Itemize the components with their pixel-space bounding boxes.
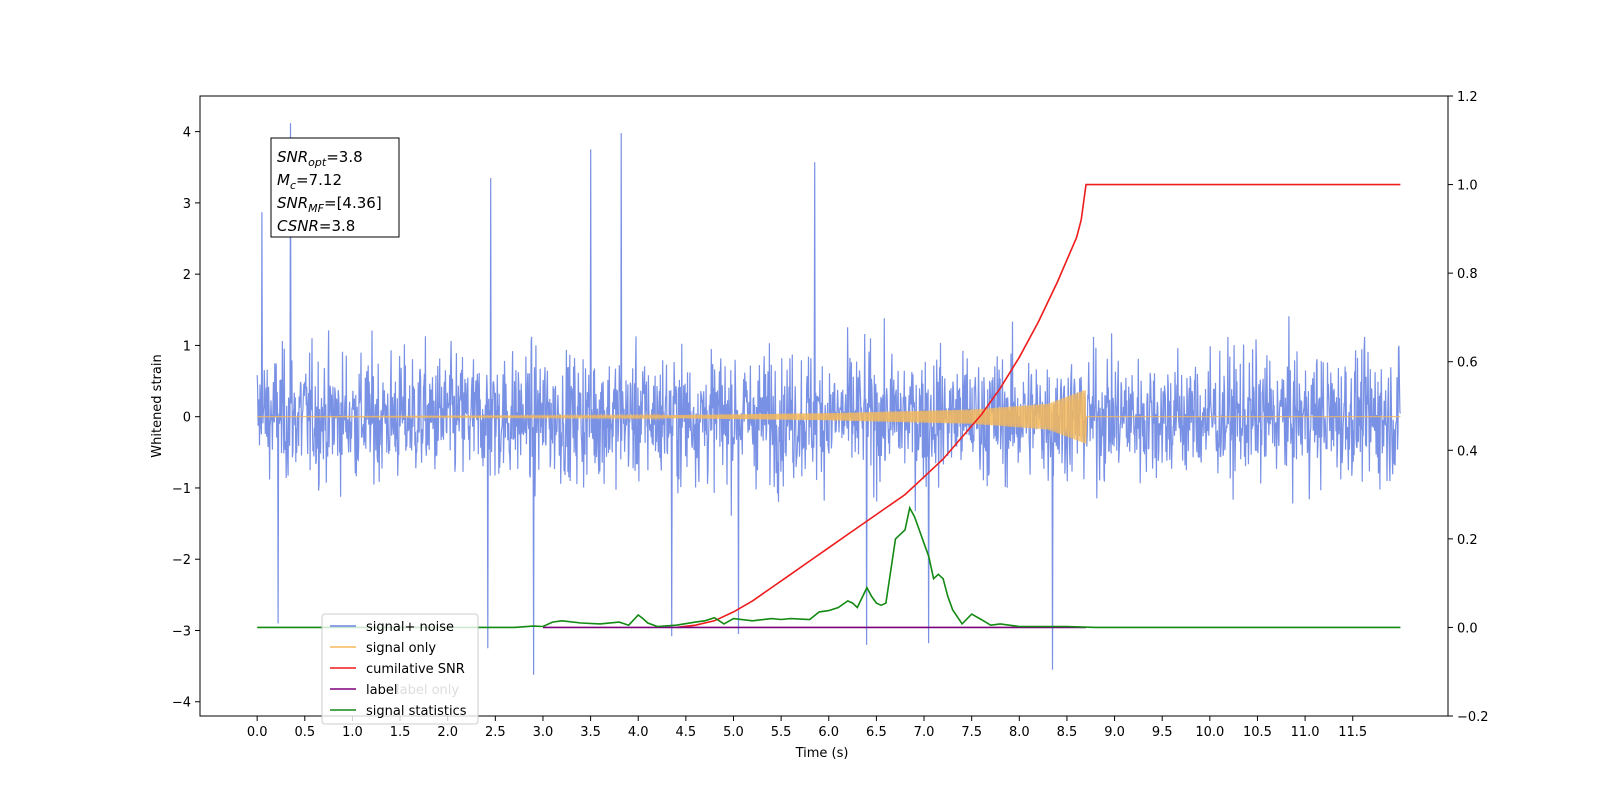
y-left-tick-label: 2 bbox=[183, 268, 191, 283]
x-tick-label: 6.0 bbox=[818, 725, 839, 740]
x-tick-label: 10.0 bbox=[1195, 725, 1224, 740]
legend-item: cumilative SNR bbox=[330, 662, 465, 677]
y-right-tick-label: 0.0 bbox=[1457, 621, 1478, 636]
x-tick-label: 0.5 bbox=[294, 725, 315, 740]
x-tick-label: 9.5 bbox=[1152, 725, 1173, 740]
y-left-tick-label: −3 bbox=[172, 624, 191, 639]
legend: signal+ noise signal only cumilative SNR la… bbox=[321, 613, 479, 725]
x-tick-label: 9.0 bbox=[1104, 725, 1125, 740]
x-tick-label: 7.0 bbox=[914, 725, 935, 740]
x-tick-label: 1.0 bbox=[342, 725, 363, 740]
x-tick-label: 1.5 bbox=[390, 725, 411, 740]
info-line: CSNR=3.8 bbox=[277, 217, 355, 235]
x-axis-label: Time (s) bbox=[795, 746, 849, 761]
y-right-tick-label: 0.6 bbox=[1457, 356, 1478, 371]
y-right-tick-label: 1.2 bbox=[1457, 90, 1478, 105]
x-tick-label: 2.0 bbox=[437, 725, 458, 740]
y-left-tick-label: 0 bbox=[183, 411, 191, 426]
y-left-tick-label: −1 bbox=[172, 482, 191, 497]
series-signal-statistics bbox=[257, 505, 1401, 629]
x-tick-label: 7.5 bbox=[961, 725, 982, 740]
info-line: Mc=7.12 bbox=[277, 171, 342, 192]
x-axis: 0.0 0.5 1.0 1.5 2.0 2.5 3.0 3.5 4.0 4.5 5.0 5.5 6.0 6… bbox=[247, 716, 1367, 740]
legend-item: signal statistics bbox=[330, 704, 467, 719]
y-right-tick-label: 0.2 bbox=[1457, 533, 1478, 548]
x-tick-label: 0.0 bbox=[247, 725, 268, 740]
x-tick-label: 2.5 bbox=[485, 725, 506, 740]
x-tick-label: 4.0 bbox=[628, 725, 649, 740]
plot-frame bbox=[199, 95, 1449, 717]
y-axis-left-label: Whitened strain bbox=[150, 354, 165, 457]
legend-label: cumilative SNR bbox=[366, 662, 465, 677]
x-tick-label: 3.0 bbox=[533, 725, 554, 740]
info-line: SNRopt=3.8 bbox=[277, 148, 363, 169]
x-tick-label: 4.5 bbox=[676, 725, 697, 740]
y-right-tick-label: 0.8 bbox=[1457, 267, 1478, 282]
legend-label: label bbox=[366, 683, 397, 698]
y-left-tick-label: −2 bbox=[172, 553, 191, 568]
y-right-tick-label: −0.2 bbox=[1457, 710, 1489, 725]
y-right-tick-label: 1.0 bbox=[1457, 179, 1478, 194]
legend-label: signal statistics bbox=[366, 704, 467, 719]
y-left-tick-label: 4 bbox=[183, 126, 191, 141]
legend-label: signal only bbox=[366, 641, 436, 656]
x-tick-label: 6.5 bbox=[866, 725, 887, 740]
x-tick-label: 8.5 bbox=[1057, 725, 1078, 740]
x-tick-label: 3.5 bbox=[580, 725, 601, 740]
x-tick-label: 11.5 bbox=[1338, 725, 1367, 740]
legend-label: signal+ noise bbox=[366, 620, 454, 635]
y-axis-right: −0.2 0.0 0.2 0.4 0.6 0.8 1.0 1.2 bbox=[1448, 90, 1489, 725]
x-tick-label: 8.0 bbox=[1009, 725, 1030, 740]
plot-area bbox=[256, 123, 1401, 675]
series-signal-only bbox=[257, 389, 1401, 444]
y-left-tick-label: 3 bbox=[183, 197, 191, 212]
y-right-tick-label: 0.4 bbox=[1457, 444, 1478, 459]
x-tick-label: 5.0 bbox=[723, 725, 744, 740]
info-line: SNRMF=[4.36] bbox=[277, 194, 382, 215]
x-tick-label: 11.0 bbox=[1291, 725, 1320, 740]
legend-item: signal+ noise bbox=[330, 620, 454, 635]
series-signal-noise bbox=[256, 123, 1401, 675]
legend-item: signal only bbox=[330, 641, 436, 656]
y-axis-left: −4 −3 −2 −1 0 1 2 3 4 bbox=[172, 126, 200, 711]
legend-hidden-text: label only bbox=[396, 683, 459, 698]
y-left-tick-label: −4 bbox=[172, 696, 191, 711]
x-tick-label: 10.5 bbox=[1243, 725, 1272, 740]
x-tick-label: 5.5 bbox=[771, 725, 792, 740]
legend-item: label bbox=[330, 683, 397, 698]
y-left-tick-label: 1 bbox=[183, 339, 191, 354]
series-cumilative-snr bbox=[676, 183, 1401, 629]
